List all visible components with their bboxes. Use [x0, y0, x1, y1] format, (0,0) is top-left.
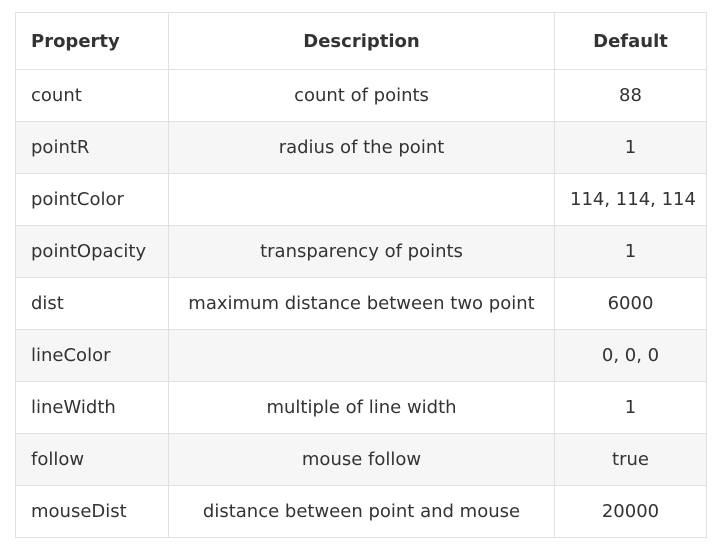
table-row: lineColor 0, 0, 0: [15, 329, 707, 382]
table-row: mouseDist distance between point and mou…: [15, 485, 707, 538]
default-cell: true: [554, 433, 707, 486]
column-header-property: Property: [15, 12, 169, 70]
properties-table: Property Description Default count count…: [15, 12, 707, 538]
table-row: lineWidth multiple of line width 1: [15, 381, 707, 434]
cropped-heading-fragment: [29, 0, 89, 4]
table-row: follow mouse follow true: [15, 433, 707, 486]
description-cell: mouse follow: [168, 433, 555, 486]
description-cell: transparency of points: [168, 225, 555, 278]
description-cell: radius of the point: [168, 121, 555, 174]
column-header-description: Description: [168, 12, 555, 70]
default-cell: 20000: [554, 485, 707, 538]
default-cell: 1: [554, 381, 707, 434]
column-header-default: Default: [554, 12, 707, 70]
default-cell: 1: [554, 225, 707, 278]
description-cell: count of points: [168, 69, 555, 122]
header-row: Property Description Default: [15, 12, 707, 70]
table-row: pointOpacity transparency of points 1: [15, 225, 707, 278]
property-cell: mouseDist: [15, 485, 169, 538]
property-cell: count: [15, 69, 169, 122]
table-row: pointColor 114, 114, 114: [15, 173, 707, 226]
table-body: count count of points 88 pointR radius o…: [15, 69, 707, 538]
table-row: pointR radius of the point 1: [15, 121, 707, 174]
description-cell: multiple of line width: [168, 381, 555, 434]
property-cell: pointOpacity: [15, 225, 169, 278]
property-cell: dist: [15, 277, 169, 330]
default-cell: 88: [554, 69, 707, 122]
property-cell: follow: [15, 433, 169, 486]
property-cell: lineColor: [15, 329, 169, 382]
property-cell: lineWidth: [15, 381, 169, 434]
description-cell: distance between point and mouse: [168, 485, 555, 538]
table-row: count count of points 88: [15, 69, 707, 122]
default-cell: 6000: [554, 277, 707, 330]
description-cell: [168, 329, 555, 382]
table-header: Property Description Default: [15, 12, 707, 70]
property-cell: pointColor: [15, 173, 169, 226]
default-cell: 114, 114, 114: [554, 173, 707, 226]
default-cell: 0, 0, 0: [554, 329, 707, 382]
description-cell: [168, 173, 555, 226]
property-cell: pointR: [15, 121, 169, 174]
default-cell: 1: [554, 121, 707, 174]
table-row: dist maximum distance between two point …: [15, 277, 707, 330]
description-cell: maximum distance between two point: [168, 277, 555, 330]
